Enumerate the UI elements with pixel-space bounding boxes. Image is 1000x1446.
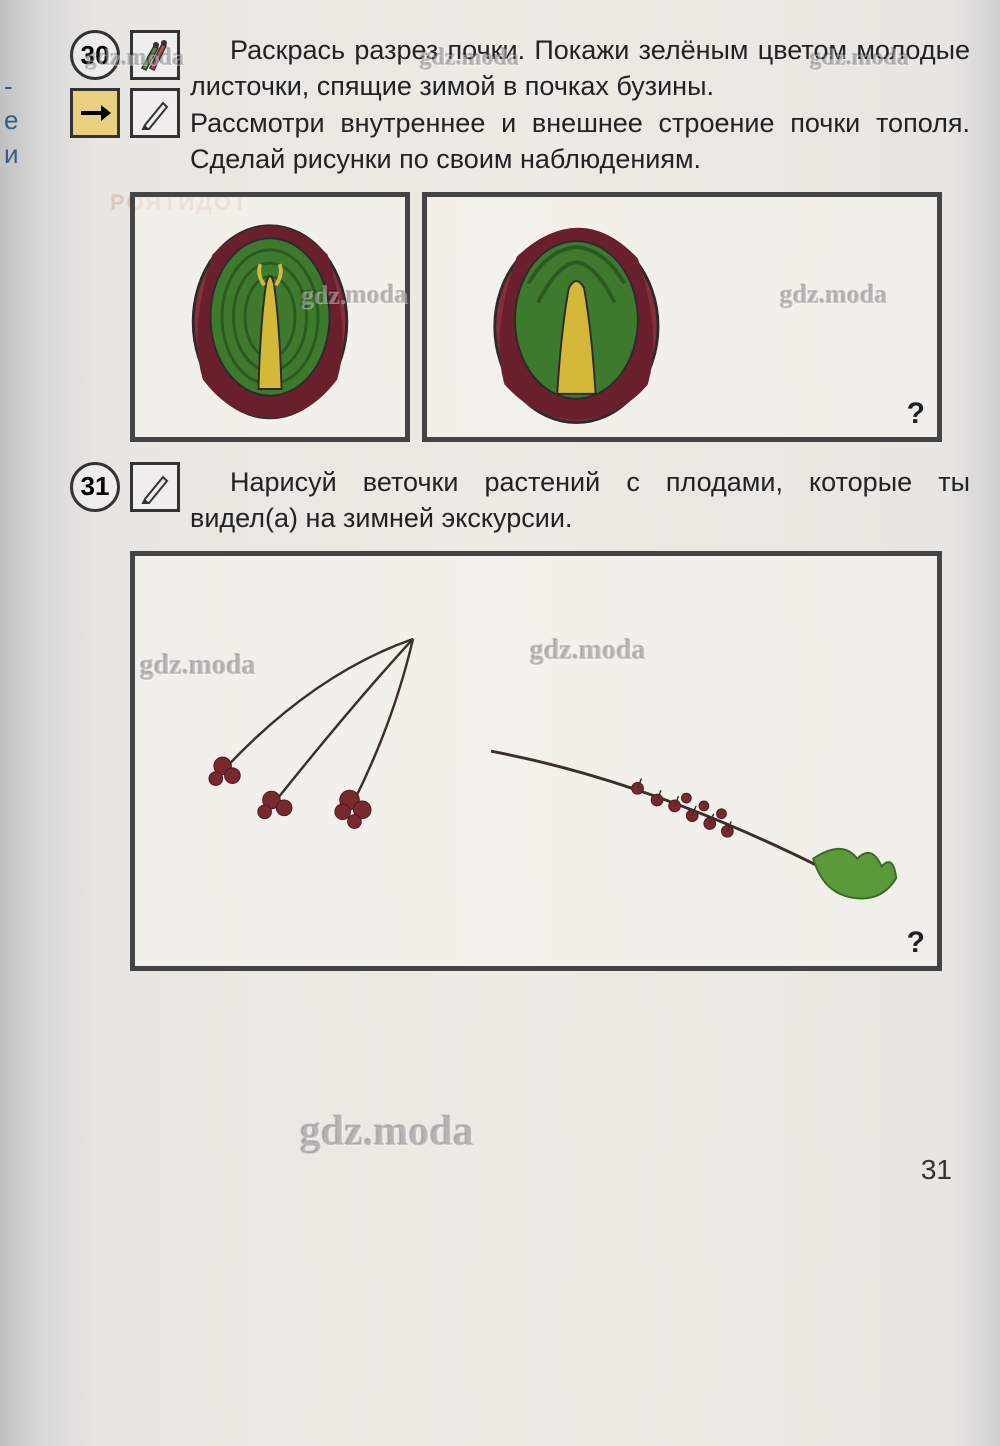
task-number-30: 30 [70,30,120,80]
question-mark: ? [907,926,925,960]
left-edge-cut-text: - е и [4,70,19,171]
pencil-icon [130,88,180,138]
figure-branches: ? [130,551,942,971]
task-31-text: Нарисуй веточки растений с пло­дами, кот… [190,462,970,537]
arrow-icon [70,88,120,138]
pencil-icon [130,462,180,512]
watermark: gdz.moda [300,1108,474,1156]
brushes-icon [130,30,180,80]
figure-bud-section-1 [130,192,410,442]
task-number-31: 31 [70,462,120,512]
question-mark: ? [907,397,925,431]
task-31: 31 Нарисуй веточки растений с пло­дами, … [70,462,970,971]
task-30-text: Раскрась разрез почки. Покажи зелёным цв… [190,30,970,178]
page-number: 31 [921,1154,952,1186]
figure-bud-section-2: ? [422,192,942,442]
task-30: 30 [70,30,970,442]
